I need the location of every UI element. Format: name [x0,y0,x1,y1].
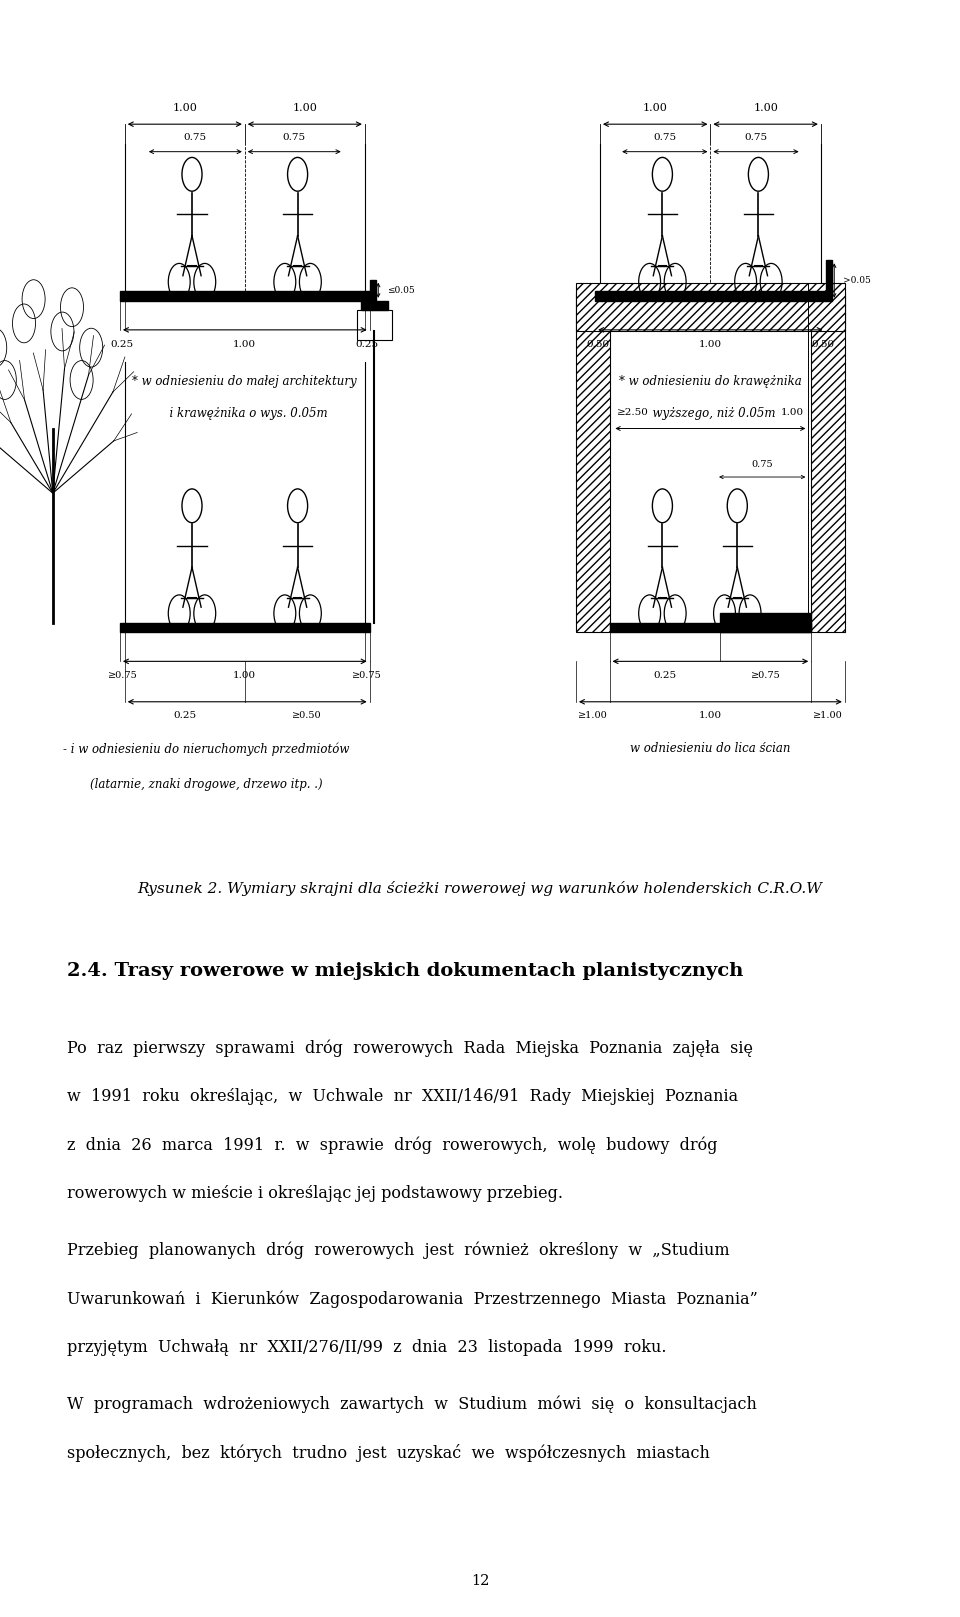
Text: ≥2.50: ≥2.50 [617,407,649,417]
Text: Przebieg  planowanych  dróg  rowerowych  jest  również  określony  w  „Studium: Przebieg planowanych dróg rowerowych jes… [67,1242,730,1260]
Bar [576,293,610,632]
Text: przyjętym  Uchwałą  nr  XXII/276/II/99  z  dnia  23  listopada  1999  roku.: przyjętym Uchwałą nr XXII/276/II/99 z dn… [67,1339,666,1357]
Text: 12: 12 [470,1573,490,1588]
Bar [826,260,832,301]
Bar [357,310,392,340]
Text: 1.00: 1.00 [699,711,722,721]
Text: 1.00: 1.00 [233,671,256,681]
Text: ≥1.00: ≥1.00 [813,711,843,721]
Text: - i w odniesieniu do nieruchomych przedmiotów: - i w odniesieniu do nieruchomych przedm… [63,742,349,755]
Bar [361,301,388,310]
Text: wyższego, niż 0.05m: wyższego, niż 0.05m [645,407,776,420]
Text: społecznych,  bez  których  trudno  jest  uzyskać  we  współczesnych  miastach: społecznych, bez których trudno jest uzy… [67,1444,710,1462]
Text: ≤0.05: ≤0.05 [387,286,415,294]
Bar [595,291,826,301]
Text: ≥0.75: ≥0.75 [352,671,382,681]
Text: 2.4. Trasy rowerowe w miejskich dokumentach planistycznych: 2.4. Trasy rowerowe w miejskich dokument… [67,962,744,980]
Text: rowerowych w mieście i określając jej podstawowy przebieg.: rowerowych w mieście i określając jej po… [67,1185,564,1203]
Text: 0.25: 0.25 [110,340,134,349]
Text: 1.00: 1.00 [780,407,804,417]
Text: Uwarunkowań  i  Kierunków  Zagospodarowania  Przestrzennego  Miasta  Poznania”: Uwarunkowań i Kierunków Zagospodarowania… [67,1290,758,1308]
Text: 0.50: 0.50 [811,340,835,349]
Text: * w odniesieniu do krawężnika: * w odniesieniu do krawężnika [619,375,802,388]
Text: Rysunek 2. Wymiary skrajni dla ścieżki rowerowej wg warunków holenderskich C.R.O: Rysunek 2. Wymiary skrajni dla ścieżki r… [137,881,823,896]
Bar [610,623,811,632]
Text: ≥0.50: ≥0.50 [293,711,322,721]
Text: 1.00: 1.00 [293,103,317,113]
Bar [811,293,845,632]
Text: 1.00: 1.00 [699,340,722,349]
Bar [120,291,370,301]
Text: 0.25: 0.25 [654,671,677,681]
Bar [120,623,370,632]
Text: Po  raz  pierwszy  sprawami  dróg  rowerowych  Rada  Miejska  Poznania  zajęła  : Po raz pierwszy sprawami dróg rowerowych… [67,1040,754,1058]
Text: 0.25: 0.25 [173,711,197,721]
Text: w  1991  roku  określając,  w  Uchwale  nr  XXII/146/91  Rady  Miejskiej  Poznan: w 1991 roku określając, w Uchwale nr XXI… [67,1088,738,1106]
Text: 1.00: 1.00 [173,103,197,113]
Text: 0.75: 0.75 [282,133,306,142]
Text: ≥0.75: ≥0.75 [751,671,780,681]
Text: 0.75: 0.75 [752,459,773,469]
Text: 0.75: 0.75 [744,133,768,142]
Text: ≥0.75: ≥0.75 [108,671,137,681]
Bar [720,613,811,632]
Text: 0.75: 0.75 [183,133,207,142]
Text: 1.00: 1.00 [643,103,667,113]
Text: >0.05: >0.05 [843,277,871,285]
Text: * w odniesieniu do małej architektury: * w odniesieniu do małej architektury [132,375,357,388]
Text: w odniesieniu do lica ścian: w odniesieniu do lica ścian [630,742,791,755]
Text: 0.50: 0.50 [586,340,610,349]
Text: (latarnie, znaki drogowe, drzewo itp. .): (latarnie, znaki drogowe, drzewo itp. .) [90,778,323,791]
Text: z  dnia  26  marca  1991  r.  w  sprawie  dróg  rowerowych,  wolę  budowy  dróg: z dnia 26 marca 1991 r. w sprawie dróg r… [67,1137,718,1155]
Text: 1.00: 1.00 [233,340,256,349]
Text: i krawężnika o wys. 0.05m: i krawężnika o wys. 0.05m [162,407,327,420]
Text: 1.00: 1.00 [754,103,778,113]
Text: ≥1.00: ≥1.00 [578,711,608,721]
Bar [576,283,845,331]
Text: W  programach  wdrożeniowych  zawartych  w  Studium  mówi  się  o  konsultacjach: W programach wdrożeniowych zawartych w S… [67,1395,757,1413]
Bar [370,280,376,301]
Text: 0.75: 0.75 [653,133,677,142]
Text: 0.25: 0.25 [355,340,379,349]
